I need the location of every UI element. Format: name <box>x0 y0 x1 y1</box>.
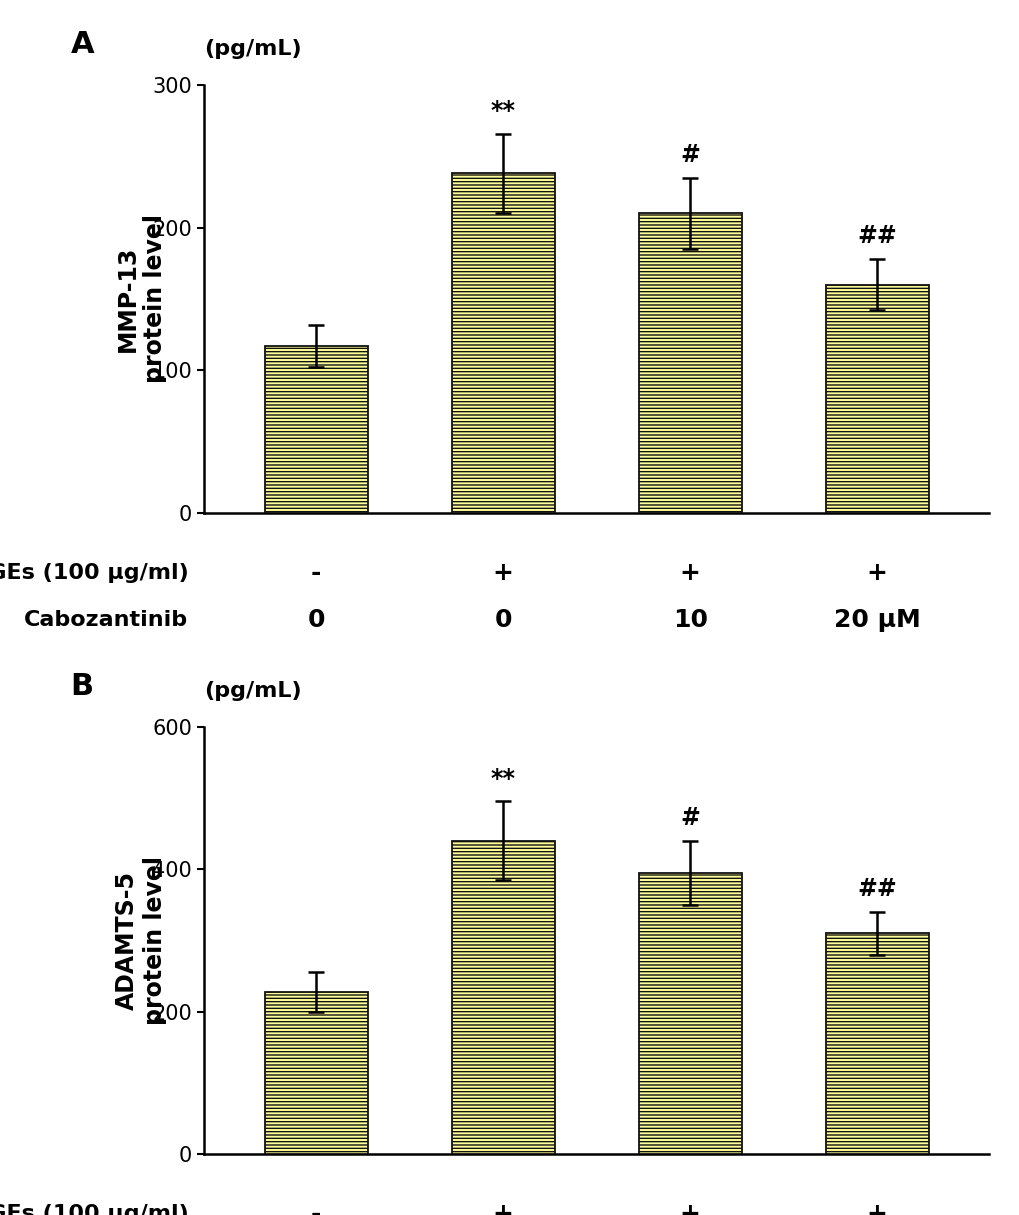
Text: 0: 0 <box>494 608 512 632</box>
Text: -: - <box>311 1202 321 1215</box>
Text: +: + <box>492 560 514 584</box>
Bar <box>451 174 554 513</box>
Bar <box>638 214 741 513</box>
Text: ##: ## <box>857 877 896 902</box>
Bar <box>265 991 367 1154</box>
Text: **: ** <box>490 767 516 791</box>
Text: +: + <box>866 1202 887 1215</box>
Text: +: + <box>679 560 700 584</box>
Text: Cabozantinib: Cabozantinib <box>24 610 189 629</box>
Text: 0: 0 <box>307 608 325 632</box>
Text: AGEs (100 μg/ml): AGEs (100 μg/ml) <box>0 1204 189 1215</box>
Text: **: ** <box>490 98 516 123</box>
Text: (pg/mL): (pg/mL) <box>204 39 302 60</box>
Bar <box>638 872 741 1154</box>
Text: 20 μM: 20 μM <box>833 608 920 632</box>
Bar <box>451 841 554 1154</box>
Bar <box>825 933 927 1154</box>
Text: -: - <box>311 560 321 584</box>
Bar <box>265 346 367 513</box>
Text: +: + <box>866 560 887 584</box>
Text: (pg/mL): (pg/mL) <box>204 680 302 701</box>
Y-axis label: MMP-13
protein level: MMP-13 protein level <box>115 214 167 384</box>
Text: 10: 10 <box>673 608 707 632</box>
Text: AGEs (100 μg/ml): AGEs (100 μg/ml) <box>0 563 189 583</box>
Text: #: # <box>680 806 699 830</box>
Text: ##: ## <box>857 225 896 248</box>
Text: +: + <box>492 1202 514 1215</box>
Text: B: B <box>70 672 94 701</box>
Bar <box>825 284 927 513</box>
Text: +: + <box>679 1202 700 1215</box>
Text: A: A <box>70 30 94 60</box>
Text: #: # <box>680 143 699 166</box>
Y-axis label: ADAMTS-5
protein level: ADAMTS-5 protein level <box>115 855 167 1025</box>
